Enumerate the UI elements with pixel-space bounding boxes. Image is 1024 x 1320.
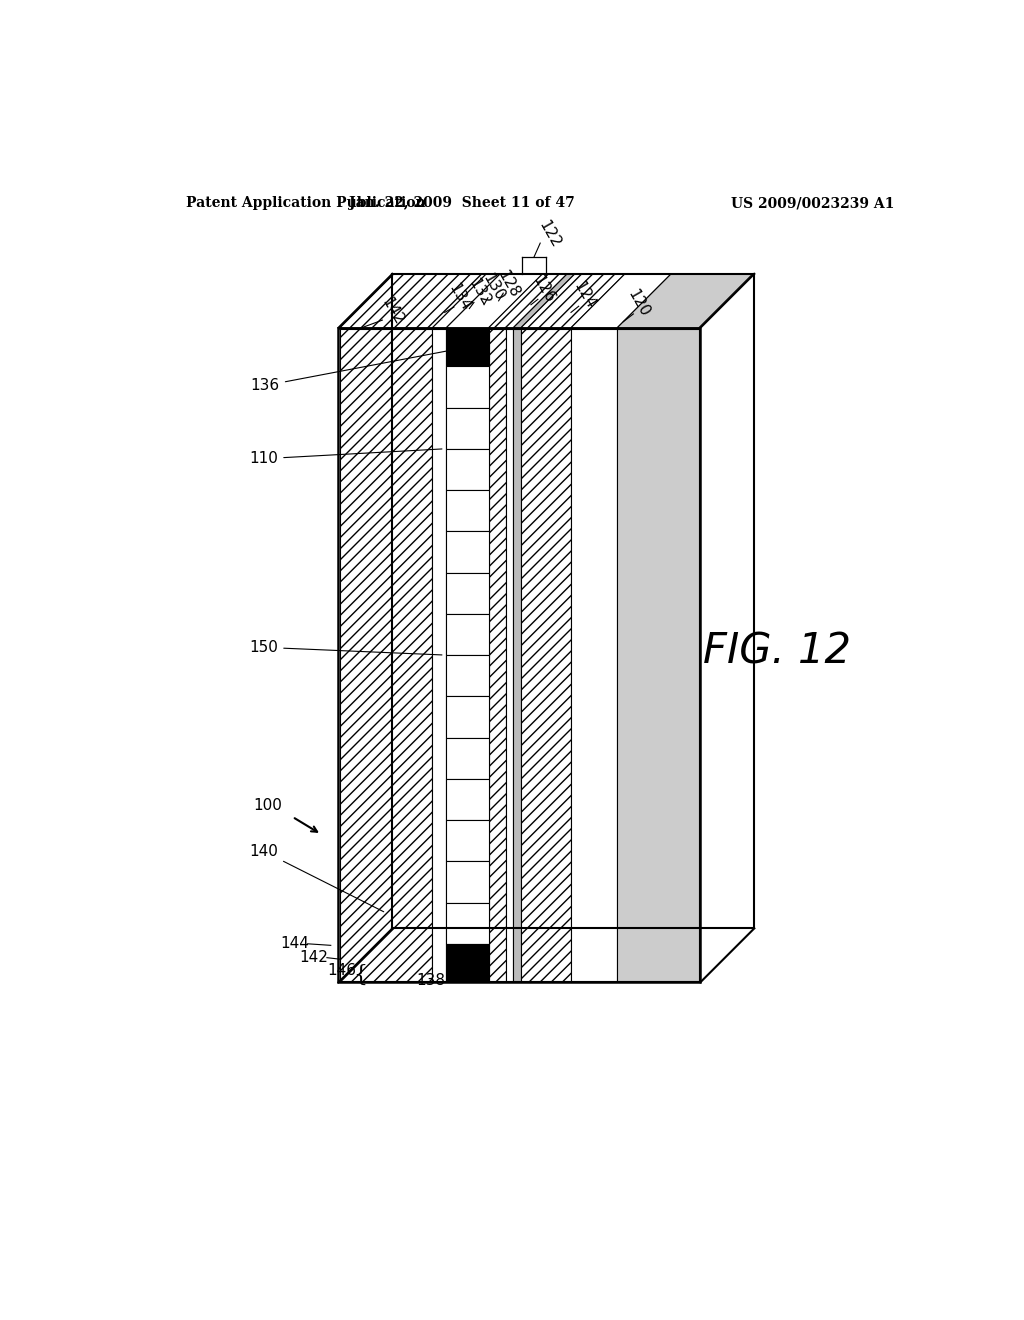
Polygon shape bbox=[617, 275, 753, 327]
Bar bbox=[446, 367, 488, 408]
Text: 100: 100 bbox=[253, 797, 282, 813]
Text: 142: 142 bbox=[379, 294, 407, 327]
Text: 138: 138 bbox=[417, 964, 465, 989]
Polygon shape bbox=[446, 275, 543, 327]
Text: 140: 140 bbox=[249, 843, 384, 912]
Bar bbox=[446, 944, 488, 981]
Text: 136: 136 bbox=[251, 348, 461, 393]
Bar bbox=[446, 655, 488, 697]
Text: 126: 126 bbox=[529, 273, 557, 306]
Polygon shape bbox=[571, 275, 671, 327]
Bar bbox=[339, 327, 700, 982]
Bar bbox=[571, 330, 617, 981]
Bar bbox=[446, 330, 488, 367]
Bar bbox=[506, 330, 513, 981]
Bar bbox=[446, 573, 488, 614]
Polygon shape bbox=[488, 275, 559, 327]
Text: 150: 150 bbox=[249, 640, 442, 655]
Text: 120: 120 bbox=[625, 286, 652, 319]
Bar bbox=[446, 490, 488, 531]
Bar bbox=[446, 738, 488, 779]
Bar bbox=[488, 330, 506, 981]
Text: Jan. 22, 2009  Sheet 11 of 47: Jan. 22, 2009 Sheet 11 of 47 bbox=[349, 197, 574, 210]
Text: 122: 122 bbox=[536, 218, 563, 249]
Bar bbox=[446, 449, 488, 490]
Text: 130: 130 bbox=[479, 272, 507, 304]
Polygon shape bbox=[432, 275, 500, 327]
Text: 146: 146 bbox=[328, 964, 356, 978]
Text: 128: 128 bbox=[495, 268, 522, 300]
Bar bbox=[446, 903, 488, 944]
Polygon shape bbox=[506, 275, 567, 327]
Bar bbox=[446, 614, 488, 655]
Polygon shape bbox=[340, 275, 486, 327]
Text: 134: 134 bbox=[445, 281, 473, 313]
Text: {: { bbox=[353, 964, 367, 986]
Bar bbox=[446, 779, 488, 820]
Bar bbox=[617, 330, 698, 981]
Text: 132: 132 bbox=[466, 276, 494, 309]
Bar bbox=[446, 862, 488, 903]
Bar bbox=[521, 330, 571, 981]
Bar bbox=[340, 330, 432, 981]
Polygon shape bbox=[521, 275, 625, 327]
Bar bbox=[446, 697, 488, 738]
Text: US 2009/0023239 A1: US 2009/0023239 A1 bbox=[731, 197, 895, 210]
Bar bbox=[432, 330, 446, 981]
Text: 142: 142 bbox=[299, 950, 329, 965]
Text: FIG. 12: FIG. 12 bbox=[703, 630, 851, 672]
Text: 124: 124 bbox=[571, 280, 599, 312]
Bar bbox=[513, 330, 521, 981]
Bar bbox=[446, 820, 488, 862]
Polygon shape bbox=[513, 275, 574, 327]
Bar bbox=[446, 532, 488, 573]
Bar bbox=[446, 408, 488, 449]
Text: Patent Application Publication: Patent Application Publication bbox=[186, 197, 426, 210]
Text: 144: 144 bbox=[281, 936, 309, 952]
Text: 110: 110 bbox=[249, 449, 442, 466]
